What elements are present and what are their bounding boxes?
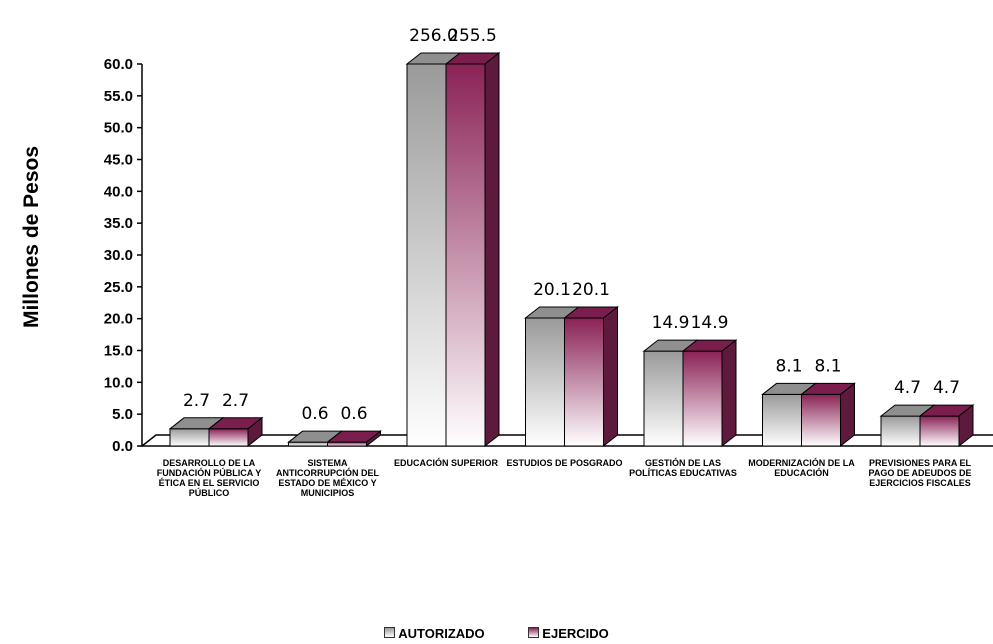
bar-side-face [840, 382, 855, 448]
y-tick-label: 0.0 [112, 438, 133, 455]
bar-autorizado-4 [642, 339, 699, 447]
bar-side-face [721, 339, 737, 448]
data-label-ejercido-1: 0.6 [340, 404, 367, 424]
x-category-label: SISTEMA ANTICORRUPCIÓN DEL ESTADO DE MÉX… [276, 458, 379, 498]
chart-floor [139, 434, 993, 447]
y-axis-label: Millones de Pesos [20, 146, 43, 328]
y-tick-label: 20.0 [104, 311, 133, 328]
y-tick-label: 25.0 [104, 279, 133, 296]
data-label-ejercido-4: 14.9 [691, 313, 729, 333]
bar-autorizado-2 [405, 52, 462, 447]
bar-front-face [525, 317, 565, 447]
legend-swatch-ejercido [528, 627, 540, 638]
bar-ejercido-3 [563, 306, 619, 448]
bar-front-face [208, 428, 249, 447]
x-category-label: ESTUDIOS DE POSGRADO [506, 458, 623, 468]
y-tick-label: 10.0 [104, 374, 133, 391]
bar-front-face [288, 441, 328, 447]
bar-ejercido-1 [326, 430, 382, 448]
bar-front-face [169, 428, 210, 447]
bars-group [168, 51, 975, 448]
data-label-autorizado-2: 256.0 [409, 26, 458, 46]
x-category-label: EDUCACIÓN SUPERIOR [393, 458, 498, 468]
bar-side-face [603, 306, 618, 448]
data-label-ejercido-3: 20.1 [572, 280, 610, 300]
data-label-autorizado-6: 4.7 [894, 378, 921, 398]
bar-side-face [484, 51, 500, 448]
bar-ejercido-5 [800, 382, 856, 448]
bar-side-face [958, 404, 974, 448]
bar-autorizado-6 [879, 404, 936, 447]
bar-ejercido-6 [918, 404, 975, 448]
bar-autorizado-3 [524, 306, 580, 447]
x-category-label: PREVISIONES PARA EL PAGO DE ADEUDOS DE E… [868, 458, 972, 488]
y-tick-label: 40.0 [104, 183, 133, 200]
bar-side-face [247, 416, 263, 448]
legend-swatch-autorizado [384, 627, 396, 638]
x-category-label: DESARROLLO DE LA FUNDACIÓN PÚBLICA Y ÉTI… [156, 458, 262, 498]
bar-front-face [445, 63, 486, 447]
y-tick-label: 15.0 [104, 343, 133, 360]
legend-item-ejercido: EJERCIDO [528, 626, 609, 641]
bar-front-face [801, 393, 841, 447]
data-label-ejercido-5: 8.1 [814, 356, 841, 376]
data-label-ejercido-2: 255.5 [448, 26, 497, 46]
y-tick-label: 55.0 [104, 88, 133, 105]
bar-autorizado-5 [761, 382, 817, 447]
y-tick-label: 50.0 [104, 120, 133, 137]
x-category-label: GESTIÓN DE LAS POLÍTICAS EDUCATIVAS [629, 458, 737, 478]
data-label-ejercido-0: 2.7 [222, 391, 249, 411]
bar-ejercido-0 [207, 416, 264, 448]
bar-side-face [366, 430, 381, 448]
x-category-label: MODERNIZACIÓN DE LA EDUCACIÓN [748, 458, 855, 478]
y-tick-label: 60.0 [104, 56, 133, 73]
bar-front-face [880, 415, 921, 447]
y-axis: 0.0 5.0 10.0 15.0 20.0 25.0 30.0 35.0 40.0 45.0 50… [104, 56, 993, 455]
legend-item-autorizado: AUTORIZADO [384, 626, 485, 641]
bar-autorizado-0 [168, 417, 225, 447]
data-label-ejercido-6: 4.7 [933, 378, 960, 398]
bar-ejercido-4 [681, 339, 738, 448]
data-label-autorizado-3: 20.1 [533, 280, 571, 300]
legend-label-autorizado: AUTORIZADO [398, 626, 485, 641]
bar-front-face [762, 393, 802, 447]
data-label-autorizado-0: 2.7 [183, 391, 210, 411]
bar-front-face [564, 317, 604, 447]
y-tick-label: 5.0 [112, 406, 133, 423]
bar-front-face [682, 350, 723, 447]
bar-ejercido-2 [444, 51, 501, 448]
y-tick-label: 35.0 [104, 215, 133, 232]
bar-front-face [327, 441, 367, 447]
legend-label-ejercido: EJERCIDO [542, 626, 609, 641]
y-tick-label: 30.0 [104, 247, 133, 264]
data-label-autorizado-5: 8.1 [775, 356, 802, 376]
data-label-autorizado-4: 14.9 [652, 313, 690, 333]
y-tick-label: 45.0 [104, 152, 133, 169]
bar-front-face [406, 63, 447, 447]
bar-front-face [919, 415, 960, 447]
bar-front-face [643, 350, 684, 447]
data-label-autorizado-1: 0.6 [301, 404, 328, 424]
legend: AUTORIZADO EJERCIDO [0, 626, 993, 641]
